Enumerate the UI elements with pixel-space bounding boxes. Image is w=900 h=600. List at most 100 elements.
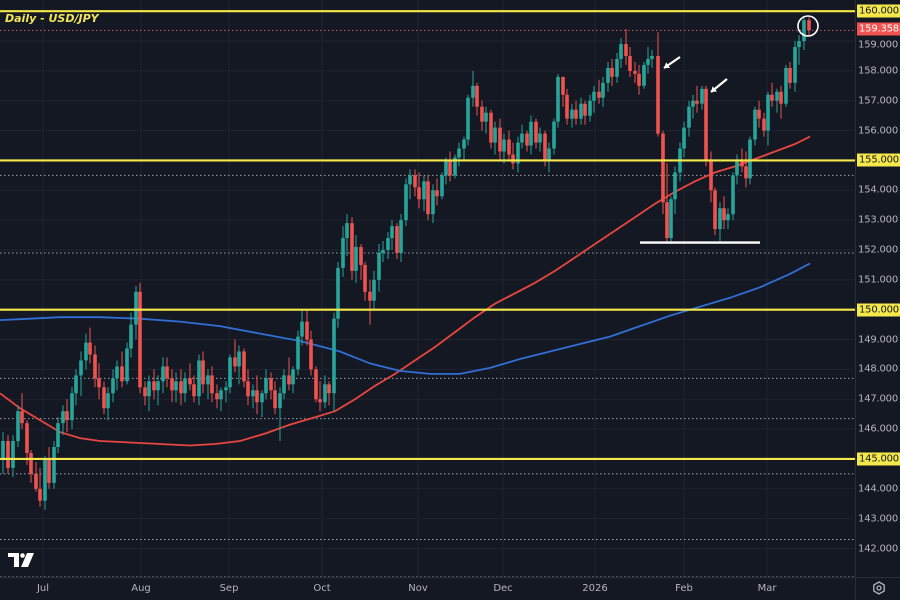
candle-body — [34, 473, 38, 489]
candle-body — [296, 336, 300, 370]
candle-body — [597, 91, 601, 98]
candle-body — [757, 109, 761, 119]
candle-body — [502, 139, 506, 152]
price-tick-label: 142.000 — [858, 543, 898, 554]
price-tick-label: 154.000 — [858, 184, 898, 196]
candle-body — [740, 160, 744, 167]
candle-body — [1, 441, 5, 459]
candle-body — [592, 91, 596, 101]
candle-body — [726, 214, 730, 221]
time-tick-label: Jul — [36, 583, 50, 594]
last-price-badge: 159.358 — [857, 22, 900, 36]
time-tick-label: Feb — [675, 583, 693, 594]
candle-body — [507, 139, 511, 155]
candle-body — [52, 447, 56, 483]
settings-gear-icon[interactable] — [872, 581, 886, 600]
candle-body — [354, 247, 358, 271]
candle-body — [336, 267, 340, 319]
candle-body — [197, 360, 201, 397]
candle-body — [770, 94, 774, 101]
price-axis[interactable]: 160.000 159.000 158.000 157.000 156.000 155.0… — [855, 0, 900, 577]
candle-body — [56, 423, 60, 448]
candle-body — [552, 121, 556, 149]
candle-body — [556, 76, 560, 122]
price-tick-label: 148.000 — [858, 363, 898, 375]
candle-body — [318, 399, 322, 403]
price-tick-label: 149.000 — [858, 334, 898, 346]
candle-body — [619, 44, 623, 59]
candle-body — [498, 127, 502, 152]
ma-fast-line — [0, 135, 811, 447]
candle-body — [538, 133, 542, 143]
candle-body — [341, 238, 345, 268]
time-tick-label: 2026 — [582, 583, 608, 594]
candle-body — [574, 109, 578, 119]
candle-body — [350, 223, 354, 271]
candle-body — [363, 264, 367, 292]
candle-body — [610, 67, 614, 77]
candle-body — [88, 342, 92, 355]
candle-body — [669, 199, 673, 239]
candle-body — [700, 88, 704, 104]
candle-body — [282, 375, 286, 394]
candle-body — [731, 175, 735, 215]
candle-body — [704, 88, 708, 161]
candle-body — [628, 55, 632, 71]
tradingview-logo-icon[interactable] — [8, 553, 34, 572]
time-axis[interactable]: Jul Aug Sep Oct Nov Dec 2026 Feb Mar — [0, 577, 855, 600]
candle-body — [682, 127, 686, 149]
candle-body — [691, 100, 695, 107]
candlestick-chart — [0, 0, 855, 578]
candle-body — [673, 172, 677, 200]
price-tick-label: 147.000 — [858, 393, 898, 405]
candle-body — [79, 360, 83, 376]
candle-body — [516, 142, 520, 164]
candle-body — [20, 411, 24, 424]
candle-body — [120, 366, 124, 382]
candle-body — [314, 369, 318, 400]
candle-body — [260, 393, 264, 403]
price-tick-label: 144.000 — [858, 483, 898, 495]
candle-body — [762, 118, 766, 131]
candle-body — [242, 351, 246, 382]
price-tick-label: 159.000 — [858, 39, 898, 51]
candle-body — [753, 109, 757, 140]
candle-body — [453, 157, 457, 176]
candle-body — [520, 133, 524, 143]
candle-body — [206, 375, 210, 385]
candle-body — [377, 252, 381, 280]
candle-body — [210, 375, 214, 394]
price-level-badge: 150.000 — [857, 303, 900, 317]
candle-body — [601, 82, 605, 98]
candle-body — [224, 387, 228, 391]
candle-body — [29, 452, 33, 474]
candle-body — [255, 390, 259, 403]
candle-body — [511, 154, 515, 164]
candle-body — [807, 20, 811, 31]
candle-body — [633, 70, 637, 74]
price-tick-label: 157.000 — [858, 95, 898, 107]
time-tick-label: Oct — [313, 583, 331, 594]
candle-body — [457, 148, 461, 158]
plot-area[interactable]: Daily - USD/JPY — [0, 0, 855, 578]
candle-body — [561, 76, 565, 95]
candle-body — [11, 441, 15, 468]
candle-body — [61, 411, 65, 424]
candle-body — [65, 411, 69, 421]
candle-body — [793, 47, 797, 83]
candle-body — [6, 441, 10, 468]
candle-body — [125, 348, 129, 382]
price-tick-label: 158.000 — [858, 65, 898, 77]
candle-body — [695, 100, 699, 104]
highlight-circle[interactable] — [797, 15, 819, 37]
candle-body — [709, 160, 713, 191]
candle-body — [543, 133, 547, 161]
candle-body — [115, 366, 119, 379]
candle-body — [183, 378, 187, 394]
candle-body — [273, 390, 277, 409]
price-tick-label: 153.000 — [858, 214, 898, 226]
candle-body — [74, 375, 78, 394]
candle-body — [368, 291, 372, 301]
candle-body — [775, 91, 779, 101]
time-tick-label: Mar — [757, 583, 777, 594]
